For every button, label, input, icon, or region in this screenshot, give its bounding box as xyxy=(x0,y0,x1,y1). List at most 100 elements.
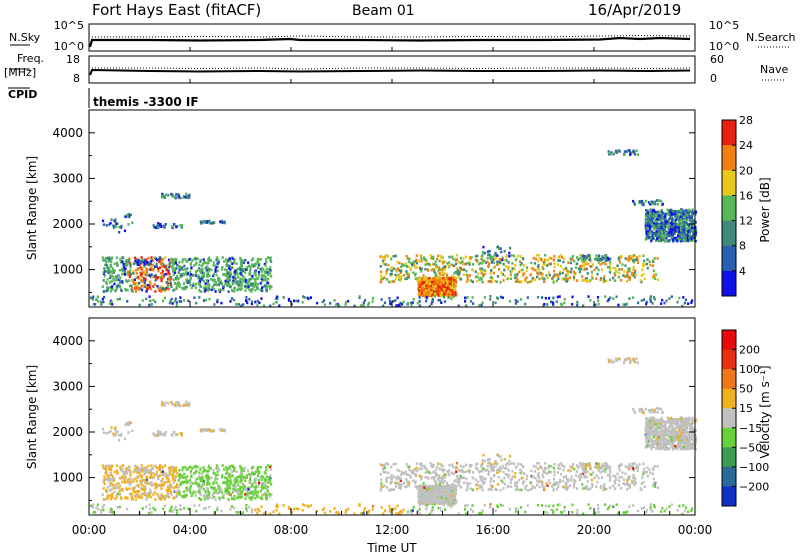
power-cell xyxy=(120,289,123,292)
power-colorbar-swatch xyxy=(722,170,736,196)
velocity-cell xyxy=(124,496,127,499)
power-cell xyxy=(515,275,518,278)
velocity-cell xyxy=(162,484,165,487)
power-cell xyxy=(196,257,199,261)
power-cell xyxy=(214,290,217,293)
power-cell xyxy=(547,271,550,274)
power-cell xyxy=(642,298,645,301)
power-cell xyxy=(427,288,430,292)
velocity-cell xyxy=(175,485,178,489)
power-cell xyxy=(599,257,602,261)
power-cell xyxy=(165,272,168,276)
velocity-cell xyxy=(397,475,400,478)
power-cell xyxy=(636,261,639,264)
velocity-cell xyxy=(213,495,216,499)
velocity-cell xyxy=(106,486,109,489)
velocity-cell xyxy=(261,487,264,491)
power-cell xyxy=(198,296,201,299)
power-cell xyxy=(140,288,144,292)
power-cell xyxy=(438,259,441,263)
power-cell xyxy=(689,229,693,233)
velocity-cell xyxy=(548,464,551,468)
power-cell xyxy=(450,297,453,301)
power-cell xyxy=(408,274,411,277)
power-cell xyxy=(440,260,443,263)
power-cell xyxy=(97,300,100,303)
velocity-cell xyxy=(240,495,243,499)
power-cell xyxy=(628,275,631,279)
velocity-cell xyxy=(207,465,211,468)
velocity-cell xyxy=(470,464,473,467)
power-cell xyxy=(662,216,665,220)
power-cell xyxy=(265,279,268,282)
velocity-cell xyxy=(224,489,228,492)
velocity-cell xyxy=(119,493,122,497)
velocity-cell xyxy=(432,471,435,474)
power-cell xyxy=(436,292,439,296)
power-cell xyxy=(638,255,641,258)
power-cell xyxy=(164,265,167,268)
velocity-cell xyxy=(268,466,271,469)
velocity-cell xyxy=(571,463,575,466)
velocity-cell xyxy=(239,466,242,470)
velocity-cell xyxy=(186,475,189,478)
power-cell xyxy=(398,276,401,280)
velocity-cell xyxy=(228,493,231,497)
power-cell xyxy=(102,279,105,282)
velocity-cell xyxy=(258,481,261,485)
power-cell xyxy=(580,264,583,268)
power-cell xyxy=(168,276,171,280)
power-cell xyxy=(196,269,199,273)
power-cell xyxy=(170,285,173,288)
power-cell xyxy=(488,253,491,257)
velocity-cell xyxy=(521,476,524,480)
velocity-cell xyxy=(572,484,576,487)
power-cell xyxy=(101,285,104,288)
velocity-cell xyxy=(173,496,176,499)
power-cell xyxy=(155,265,158,268)
power-cell xyxy=(454,282,457,286)
power-cell xyxy=(103,274,106,278)
velocity-cell xyxy=(228,486,232,490)
power-cell xyxy=(612,276,615,280)
power-cell xyxy=(443,300,447,303)
power-cell xyxy=(270,260,273,263)
power-cell xyxy=(163,265,166,268)
power-cell xyxy=(476,254,479,258)
power-cell xyxy=(103,295,106,299)
power-cell xyxy=(110,256,114,260)
velocity-cell xyxy=(380,478,383,482)
velocity-cell xyxy=(535,462,539,465)
power-cell xyxy=(665,231,668,234)
power-cell xyxy=(172,263,175,266)
power-cell xyxy=(565,267,568,270)
power-cell xyxy=(463,268,466,271)
power-cell xyxy=(516,300,519,303)
velocity-cell xyxy=(149,495,152,499)
power-cell xyxy=(371,296,375,300)
velocity-cell xyxy=(114,497,117,501)
power-cell xyxy=(628,269,631,273)
power-cell xyxy=(604,260,607,263)
power-cell xyxy=(553,265,556,269)
velocity-cell xyxy=(459,475,462,478)
velocity-cell xyxy=(566,477,569,481)
power-cell xyxy=(438,291,441,295)
power-cell xyxy=(626,302,629,306)
velocity-cell xyxy=(476,487,479,491)
velocity-cell xyxy=(200,472,203,476)
power-cell xyxy=(425,287,428,291)
power-cell xyxy=(121,256,124,259)
power-cell xyxy=(617,258,621,261)
power-cell xyxy=(489,256,492,260)
power-cell xyxy=(261,273,264,277)
velocity-cell xyxy=(597,476,600,480)
velocity-cell xyxy=(513,462,516,466)
power-cell xyxy=(425,282,428,286)
power-cell xyxy=(536,275,539,279)
velocity-cell xyxy=(241,486,244,489)
power-cell xyxy=(129,269,132,272)
velocity-cell xyxy=(555,481,559,484)
velocity-cell xyxy=(161,470,164,473)
velocity-cell xyxy=(497,476,501,479)
